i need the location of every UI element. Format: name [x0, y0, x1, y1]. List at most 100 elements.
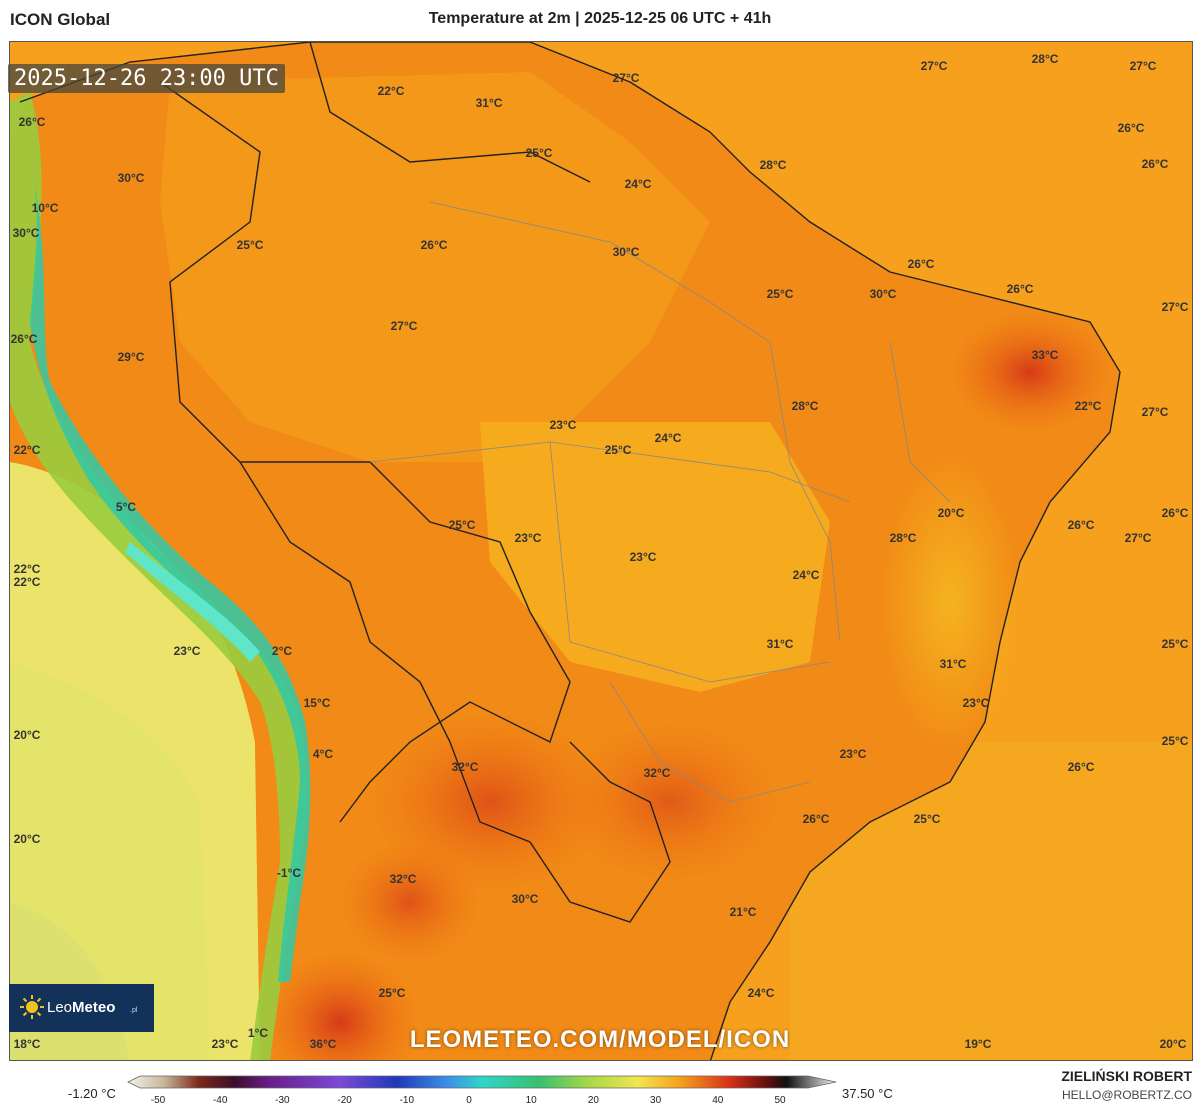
scale-tick: 10 [525, 1095, 537, 1106]
temperature-label: 30°C [12, 226, 40, 240]
temperature-label: 27°C [1141, 405, 1169, 419]
country-borders [19, 42, 1121, 1060]
temperature-label: 4°C [312, 747, 334, 761]
temperature-label: 26°C [1161, 506, 1189, 520]
temperature-label: 30°C [869, 287, 897, 301]
temperature-label: 31°C [766, 637, 794, 651]
temperature-label: 29°C [117, 350, 145, 364]
temperature-label: 27°C [390, 319, 418, 333]
temperature-label: 22°C [13, 562, 41, 576]
temperature-label: 25°C [913, 812, 941, 826]
temperature-label: 31°C [939, 657, 967, 671]
temperature-label: 28°C [1031, 52, 1059, 66]
author-email: HELLO@ROBERTZ.CO [1062, 1088, 1192, 1102]
temperature-label: 24°C [624, 177, 652, 191]
model-name: ICON Global [10, 10, 111, 29]
temperature-label: 26°C [1067, 760, 1095, 774]
temperature-label: 22°C [1074, 399, 1102, 413]
temperature-label: 30°C [511, 892, 539, 906]
scale-tick: 50 [774, 1095, 786, 1106]
temperature-label: 1°C [247, 1026, 269, 1040]
scale-tick: -30 [275, 1095, 290, 1106]
temperature-label: 23°C [962, 696, 990, 710]
temperature-label: 32°C [389, 872, 417, 886]
temperature-label: 25°C [766, 287, 794, 301]
temperature-label: 25°C [1161, 637, 1189, 651]
temperature-label: 26°C [1117, 121, 1145, 135]
temperature-label: 21°C [729, 905, 757, 919]
temperature-label: 26°C [907, 257, 935, 271]
temperature-label: 26°C [1141, 157, 1169, 171]
temperature-label: 25°C [378, 986, 406, 1000]
temperature-label: 27°C [1124, 531, 1152, 545]
temperature-label: 36°C [309, 1037, 337, 1051]
scale-max-label: 37.50 °C [842, 1086, 893, 1101]
temperature-label: 22°C [377, 84, 405, 98]
temperature-label: 28°C [791, 399, 819, 413]
temperature-label: 26°C [1006, 282, 1034, 296]
temperature-label: 24°C [792, 568, 820, 582]
temperature-label: -1°C [276, 866, 302, 880]
temperature-label: 30°C [612, 245, 640, 259]
scale-tick: 30 [650, 1095, 662, 1106]
scale-tick: 40 [712, 1095, 724, 1106]
temperature-label: 20°C [13, 728, 41, 742]
temperature-label: 27°C [920, 59, 948, 73]
temperature-label: 26°C [420, 238, 448, 252]
scale-tick: -50 [150, 1095, 166, 1106]
temperature-label: 20°C [937, 506, 965, 520]
temperature-label: 33°C [1031, 348, 1059, 362]
temperature-label: 2°C [271, 644, 293, 658]
temperature-label: 25°C [525, 146, 553, 160]
temperature-label: 18°C [13, 1037, 41, 1051]
valid-time-badge: 2025-12-26 23:00 UTC [8, 64, 285, 93]
state-borders [369, 201, 951, 803]
scale-tick: -20 [337, 1095, 352, 1106]
temperature-label: 28°C [889, 531, 917, 545]
temperature-label: 22°C [13, 575, 41, 589]
logo-text: LeoMeteo [47, 999, 116, 1016]
temperature-label: 23°C [549, 418, 577, 432]
temperature-label: 26°C [10, 332, 38, 346]
temperature-label: 15°C [303, 696, 331, 710]
temperature-label: 20°C [13, 832, 41, 846]
temperature-label: 31°C [475, 96, 503, 110]
watermark: LEOMETEO.COM/MODEL/ICON [409, 1026, 791, 1053]
temperature-label: 26°C [1067, 518, 1095, 532]
temperature-label: 20°C [1159, 1037, 1187, 1051]
temperature-label: 24°C [654, 431, 682, 445]
temperature-label: 28°C [759, 158, 787, 172]
temperature-label: 25°C [604, 443, 632, 457]
scale-tick: 0 [466, 1095, 472, 1106]
sun-icon [20, 995, 44, 1019]
temperature-label: 32°C [643, 766, 671, 780]
map-canvas [10, 42, 1192, 1060]
temperature-label: 32°C [451, 760, 479, 774]
temperature-label: 5°C [115, 500, 137, 514]
temperature-label: 22°C [13, 443, 41, 457]
temperature-map[interactable]: 22°C 31°C 27°C 27°C 28°C 27°C 26°C 26°C 26°C 25°C… [9, 41, 1193, 1061]
scale-tick: 20 [587, 1095, 599, 1106]
color-scale-bar [127, 1075, 837, 1089]
temperature-label: 27°C [1161, 300, 1189, 314]
temperature-label: 24°C [747, 986, 775, 1000]
temperature-label: 19°C [964, 1037, 992, 1051]
temperature-label: 10°C [31, 201, 59, 215]
temperature-label: 23°C [173, 644, 201, 658]
logo-suffix: .pl [130, 1007, 138, 1014]
scale-min-label: -1.20 °C [68, 1086, 116, 1101]
header: ICON Global Temperature at 2m | 2025-12-… [0, 0, 1200, 40]
temperature-label: 23°C [629, 550, 657, 564]
leometeo-logo[interactable]: LeoMeteo .pl [9, 984, 154, 1032]
temperature-label: 23°C [514, 531, 542, 545]
temperature-label: 26°C [802, 812, 830, 826]
run-title: Temperature at 2m | 2025-12-25 06 UTC + … [428, 10, 772, 27]
temperature-label: 30°C [117, 171, 145, 185]
author-credit: ZIELIŃSKI ROBERT [1061, 1068, 1192, 1084]
temperature-label: 23°C [211, 1037, 239, 1051]
temperature-label: 25°C [236, 238, 264, 252]
temperature-label: 27°C [1129, 59, 1157, 73]
temperature-label: 23°C [839, 747, 867, 761]
color-scale [0, 1062, 1200, 1108]
temperature-label: 26°C [18, 115, 46, 129]
